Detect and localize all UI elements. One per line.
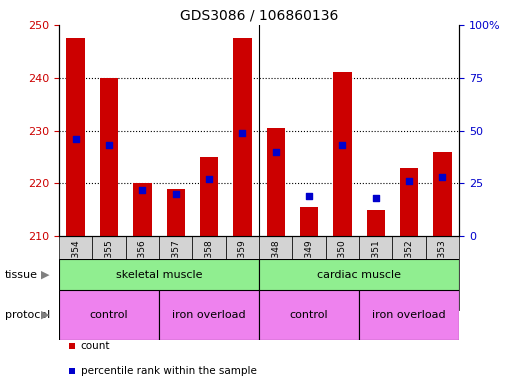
Bar [159,290,259,340]
Bar [92,236,126,310]
Bar [59,236,92,310]
Bar [359,236,392,310]
Point [238,129,246,136]
Text: iron overload: iron overload [372,310,446,320]
Text: iron overload: iron overload [172,310,246,320]
Bar [426,236,459,310]
Point [271,149,280,155]
Point [405,178,413,184]
Text: percentile rank within the sample: percentile rank within the sample [81,366,256,376]
Text: ▶: ▶ [41,310,50,320]
Point [71,136,80,142]
Bar [133,183,151,236]
Point [338,142,346,148]
Text: tissue: tissue [5,270,38,280]
Bar [126,236,159,310]
Bar [326,236,359,310]
Title: GDS3086 / 106860136: GDS3086 / 106860136 [180,8,338,22]
Bar [267,128,285,236]
Bar [59,259,259,290]
Point [371,195,380,201]
Text: skeletal muscle: skeletal muscle [116,270,202,280]
Point [105,142,113,148]
Point [305,193,313,199]
Point [171,191,180,197]
Bar [367,210,385,236]
Bar [59,290,159,340]
Bar [192,236,226,310]
Bar [100,78,118,236]
Bar [292,236,326,310]
Text: control: control [90,310,128,320]
Bar [226,236,259,310]
Text: count: count [81,341,110,351]
Text: cardiac muscle: cardiac muscle [317,270,401,280]
Point [205,176,213,182]
Point [138,187,147,193]
Bar [400,167,418,236]
Text: control: control [290,310,328,320]
Bar [259,290,359,340]
Bar [167,189,185,236]
Bar [392,236,426,310]
Text: ▶: ▶ [41,270,50,280]
Point [438,174,446,180]
Text: protocol: protocol [5,310,50,320]
Bar [67,38,85,236]
Bar [333,73,351,236]
Bar [300,207,318,236]
Bar [259,236,292,310]
Bar [433,152,451,236]
Bar [200,157,218,236]
Bar [259,259,459,290]
Bar [233,38,251,236]
Bar [159,236,192,310]
Bar [359,290,459,340]
